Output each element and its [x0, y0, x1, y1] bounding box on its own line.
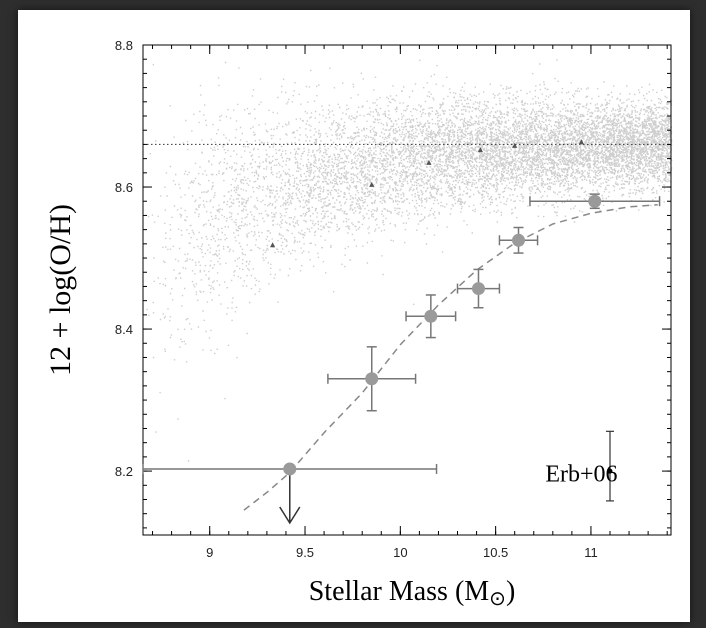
y-tick-label: 8.4	[115, 322, 133, 337]
y-tick-label: 8.8	[115, 38, 133, 53]
erb-error-bar	[606, 430, 615, 502]
sun-symbol: ⊙	[489, 588, 506, 610]
sdss-median-point	[426, 159, 432, 165]
binned-point	[283, 462, 297, 476]
plot-area	[142, 44, 672, 536]
binned-point	[512, 233, 526, 247]
sdss-median-points	[270, 139, 585, 248]
chart: 9 9.5 10 10.5 11 8.2 8.4 8.6 8.8 Erb+06 Stellar …	[44, 38, 673, 610]
erb-point	[607, 468, 613, 474]
axis-ticks: 9 9.5 10 10.5 11 8.2 8.4 8.6 8.8	[115, 38, 671, 560]
arrow-head-icon	[279, 506, 301, 525]
y-tick-label: 8.6	[115, 180, 133, 195]
binned-point	[588, 194, 602, 208]
x-tick-label: 10	[393, 545, 407, 560]
y-axis-title: 12 + log(O/H)	[44, 204, 77, 376]
binned-point	[365, 372, 379, 386]
x-axis-title-close: )	[506, 576, 515, 607]
binned-points	[142, 193, 661, 525]
x-axis-title: Stellar Mass (M⊙)	[309, 576, 516, 610]
figure-frame: 9 9.5 10 10.5 11 8.2 8.4 8.6 8.8 Erb+06 Stellar …	[18, 10, 690, 622]
sdss-median-point	[578, 139, 585, 145]
galaxy-cloud	[146, 59, 673, 462]
galaxy-cloud-points	[146, 59, 673, 462]
sdss-median-point	[270, 242, 276, 248]
sdss-median-point	[369, 181, 375, 187]
sdss-median-point	[477, 147, 483, 153]
x-tick-label: 10.5	[483, 545, 508, 560]
x-axis-title-main: Stellar Mass (M	[309, 576, 490, 607]
binned-point	[424, 309, 438, 323]
binned-point	[471, 282, 485, 296]
annotation-erb06: Erb+06	[545, 462, 617, 488]
x-tick-label: 9	[206, 545, 213, 560]
sdss-median-point	[512, 142, 518, 148]
x-tick-label: 9.5	[296, 545, 314, 560]
y-tick-label: 8.2	[115, 464, 133, 479]
x-tick-label: 11	[584, 545, 598, 560]
